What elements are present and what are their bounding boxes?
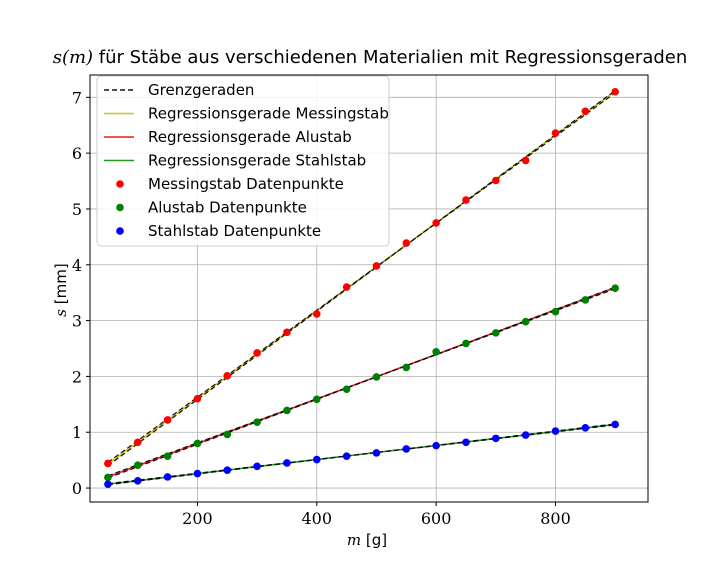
data-point — [193, 394, 202, 403]
data-point — [223, 430, 232, 439]
data-point — [342, 452, 351, 461]
data-point — [372, 373, 381, 381]
data-point — [253, 349, 261, 357]
data-point — [462, 196, 470, 204]
y-tick-label: 2 — [72, 367, 82, 386]
ticks: 200 400 600 800 0 1 2 3 4 5 6 7 — [72, 88, 571, 528]
y-axis-label: s [mm] — [52, 263, 70, 316]
data-point — [163, 416, 172, 424]
legend-label: Grenzgeraden — [148, 81, 254, 99]
data-point — [372, 262, 381, 270]
data-point — [193, 439, 202, 448]
data-point — [312, 310, 321, 318]
data-point — [312, 455, 321, 464]
data-point — [492, 176, 500, 185]
data-point — [521, 317, 530, 326]
chart-title: s(m) für Stäbe aus verschiedenen Materia… — [53, 47, 688, 68]
y-tick-label: 7 — [72, 88, 82, 107]
x-tick-label: 200 — [182, 509, 213, 528]
data-point — [312, 395, 321, 404]
data-point — [581, 107, 590, 116]
data-point — [372, 449, 381, 457]
data-point — [581, 296, 590, 304]
x-tick-label: 400 — [302, 509, 333, 528]
data-point — [133, 461, 142, 469]
data-point — [283, 328, 291, 337]
data-point — [342, 283, 351, 291]
data-point — [253, 418, 261, 426]
data-point — [521, 431, 530, 439]
legend-marker — [116, 227, 124, 235]
data-point — [133, 476, 142, 485]
legend-marker — [116, 203, 124, 212]
y-tick-label: 5 — [72, 200, 82, 219]
data-point — [283, 406, 291, 415]
x-axis-label: m [g] — [347, 531, 387, 549]
lines — [107, 90, 616, 486]
data-point — [432, 441, 440, 450]
data-point — [611, 284, 619, 293]
legend-label: Regressionsgerade Alustab — [148, 128, 352, 146]
legend-label: Regressionsgerade Messingstab — [148, 105, 389, 123]
data-point — [253, 462, 261, 471]
data-point — [462, 339, 470, 348]
y-tick-label: 3 — [72, 312, 82, 331]
data-point — [163, 473, 172, 481]
data-point — [492, 434, 500, 443]
data-point — [193, 469, 202, 478]
data-point — [104, 473, 112, 482]
legend-box — [96, 75, 390, 247]
data-point — [402, 239, 411, 247]
legend: Grenzgeraden Regressionsgerade Messingsta… — [96, 75, 390, 247]
data-point — [163, 452, 172, 461]
data-point — [223, 372, 232, 380]
data-point — [551, 129, 560, 137]
data-point — [432, 219, 440, 227]
legend-label: Stahlstab Datenpunkte — [148, 222, 321, 240]
data-point — [462, 438, 470, 447]
limit-line — [107, 92, 616, 463]
data-point — [611, 420, 619, 429]
x-tick-label: 600 — [421, 509, 452, 528]
data-point — [104, 480, 112, 488]
plot-frame — [89, 74, 649, 503]
data-point — [581, 423, 590, 432]
data-point — [432, 348, 440, 356]
data-point — [611, 87, 619, 96]
data-point — [133, 438, 142, 447]
legend-label: Alustab Datenpunkte — [148, 199, 307, 217]
data-point — [492, 329, 500, 337]
y-tick-label: 6 — [72, 144, 82, 163]
y-tick-label: 1 — [72, 423, 82, 442]
limit-line — [107, 286, 616, 479]
x-tick-label: 800 — [540, 509, 571, 528]
legend-marker — [116, 180, 124, 188]
data-point — [104, 459, 112, 468]
y-tick-label: 4 — [72, 256, 82, 275]
data-point — [223, 466, 232, 474]
limit-line — [107, 423, 616, 486]
data-point — [402, 445, 411, 453]
data-points — [104, 87, 619, 488]
data-point — [402, 363, 411, 372]
y-tick-label: 0 — [72, 479, 82, 498]
limit-line — [107, 424, 616, 485]
data-point — [283, 459, 291, 467]
legend-label: Messingstab Datenpunkte — [148, 175, 344, 193]
legend-label: Regressionsgerade Stahlstab — [148, 152, 366, 170]
limit-line — [107, 288, 616, 477]
data-point — [551, 307, 560, 316]
data-point — [342, 385, 351, 394]
data-point — [551, 427, 560, 435]
data-point — [521, 156, 530, 165]
